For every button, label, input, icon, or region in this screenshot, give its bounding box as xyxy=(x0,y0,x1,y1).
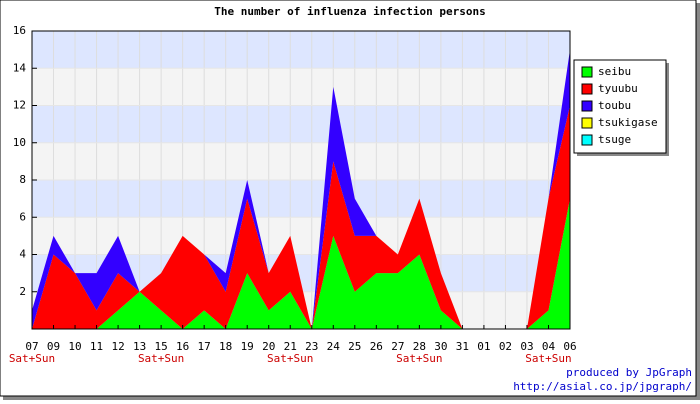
grid-band xyxy=(32,31,570,69)
x-tick-label: 04 xyxy=(542,340,556,353)
legend-label: tsuge xyxy=(598,133,631,146)
legend-swatch xyxy=(581,83,593,95)
x-tick-label: 28 xyxy=(413,340,426,353)
x-tick-label: 21 xyxy=(284,340,297,353)
x-tick-label: 16 xyxy=(176,340,189,353)
footer: produced by JpGraph xyxy=(566,366,692,379)
legend-label: tsukigase xyxy=(598,116,658,129)
legend-swatch xyxy=(581,100,593,112)
x-tick-label: 19 xyxy=(241,340,254,353)
x-tick-label: 26 xyxy=(370,340,383,353)
area xyxy=(32,105,570,329)
legend-label: tyuubu xyxy=(598,82,638,95)
x-sublabel: Sat+Sun xyxy=(396,352,442,365)
x-tick-label: 30 xyxy=(434,340,447,353)
x-sublabel: Sat+Sun xyxy=(525,352,571,365)
footer: http://asial.co.jp/jpgraph/ xyxy=(513,380,692,393)
y-tick-label: 12 xyxy=(13,99,26,112)
x-tick-label: 20 xyxy=(262,340,275,353)
legend-swatch xyxy=(581,66,593,78)
legend-swatch xyxy=(581,117,593,129)
grid-band xyxy=(32,105,570,143)
y-tick-label: 16 xyxy=(13,24,26,37)
x-tick-label: 06 xyxy=(563,340,576,353)
x-tick-label: 07 xyxy=(25,340,38,353)
y-tick-label: 2 xyxy=(19,285,26,298)
x-tick-label: 24 xyxy=(327,340,341,353)
legend-swatch xyxy=(581,134,593,146)
legend-label: seibu xyxy=(598,65,631,78)
x-tick-label: 15 xyxy=(154,340,167,353)
legend-label: toubu xyxy=(598,99,631,112)
plot-border xyxy=(31,30,571,330)
y-tick-label: 14 xyxy=(13,61,27,74)
chart-title: The number of influenza infection person… xyxy=(214,5,486,18)
grid-band xyxy=(32,180,570,218)
x-tick-label: 25 xyxy=(348,340,361,353)
x-tick-label: 09 xyxy=(47,340,60,353)
x-sublabel: Sat+Sun xyxy=(138,352,184,365)
x-sublabel: Sat+Sun xyxy=(267,352,313,365)
x-tick-label: 11 xyxy=(90,340,103,353)
x-tick-label: 31 xyxy=(456,340,469,353)
x-tick-label: 10 xyxy=(68,340,81,353)
x-tick-label: 18 xyxy=(219,340,232,353)
x-sublabel: Sat+Sun xyxy=(9,352,55,365)
y-tick-label: 6 xyxy=(19,210,26,223)
x-tick-label: 01 xyxy=(477,340,490,353)
y-tick-label: 4 xyxy=(19,248,26,261)
y-tick-label: 10 xyxy=(13,136,26,149)
x-tick-label: 23 xyxy=(305,340,318,353)
x-tick-label: 03 xyxy=(520,340,533,353)
x-tick-label: 12 xyxy=(111,340,124,353)
x-tick-label: 17 xyxy=(198,340,211,353)
x-tick-label: 02 xyxy=(499,340,512,353)
y-tick-label: 8 xyxy=(19,173,26,186)
x-tick-label: 27 xyxy=(391,340,404,353)
x-tick-label: 13 xyxy=(133,340,146,353)
